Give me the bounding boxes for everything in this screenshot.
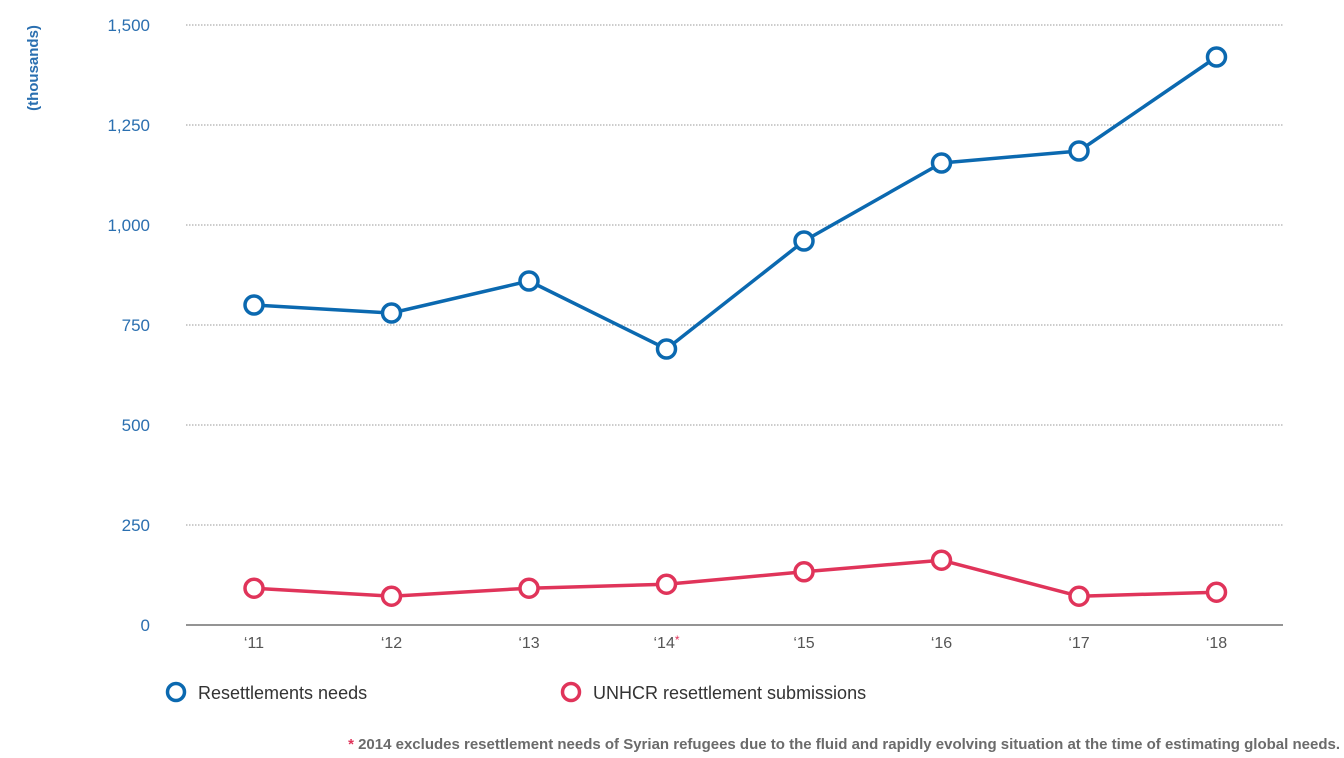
data-point	[243, 294, 265, 316]
x-tick-label: ‘17	[1068, 635, 1089, 652]
data-point	[1205, 46, 1228, 68]
data-point	[930, 152, 953, 174]
data-point	[793, 561, 815, 583]
y-tick-label: 500	[122, 416, 150, 435]
x-tick-label: ‘14*	[653, 633, 679, 652]
y-axis-ticks: 0 250 500 750 1,000 1,250 1,500	[107, 16, 150, 635]
data-point	[1068, 585, 1090, 607]
data-point	[518, 270, 540, 292]
y-tick-label: 250	[122, 516, 150, 535]
data-point	[1205, 581, 1228, 603]
series-line-1	[253, 55, 1218, 351]
data-point	[655, 573, 678, 595]
data-point	[793, 230, 815, 252]
y-tick-label: 1,250	[107, 116, 150, 135]
data-point	[518, 577, 540, 599]
y-tick-label: 0	[141, 616, 150, 635]
y-tick-label: 1,500	[107, 16, 150, 35]
x-tick-label: ‘11	[244, 635, 264, 652]
data-point	[243, 577, 265, 599]
x-tick-label: ‘15	[793, 635, 814, 652]
x-tick-marker: *	[675, 633, 680, 647]
data-point	[930, 549, 953, 571]
data-point	[655, 338, 678, 360]
grid-lines	[186, 24, 1283, 526]
y-tick-label: 750	[122, 316, 150, 335]
y-tick-label: 1,000	[107, 216, 150, 235]
legend-label: Resettlements needs	[198, 683, 367, 703]
x-axis-ticks: ‘11 ‘12 ‘13 ‘14* ‘15 ‘16 ‘17 ‘18	[244, 633, 1227, 652]
footnote-marker: *	[348, 736, 354, 753]
legend-marker	[560, 681, 582, 703]
series-line-2	[253, 558, 1217, 598]
x-tick-label: ‘16	[931, 635, 952, 652]
y-axis-label: (thousands)	[25, 25, 42, 111]
legend: Resettlements needs UNHCR resettlement su…	[165, 681, 866, 703]
series-group	[243, 46, 1228, 607]
data-point	[380, 585, 403, 607]
data-point	[380, 302, 403, 324]
legend-marker	[165, 681, 187, 703]
legend-label: UNHCR resettlement submissions	[593, 683, 866, 703]
x-tick-label: ‘18	[1206, 635, 1227, 652]
x-tick-label: ‘13	[518, 635, 539, 652]
line-chart: 0 250 500 750 1,000 1,250 1,500 (thousands) ‘1…	[25, 16, 1283, 703]
x-tick-label: ‘12	[381, 635, 402, 652]
data-point	[1068, 140, 1090, 162]
footnote: * 2014 excludes resettlement needs of Sy…	[0, 736, 1340, 753]
footnote-text: 2014 excludes resettlement needs of Syri…	[353, 736, 1340, 753]
